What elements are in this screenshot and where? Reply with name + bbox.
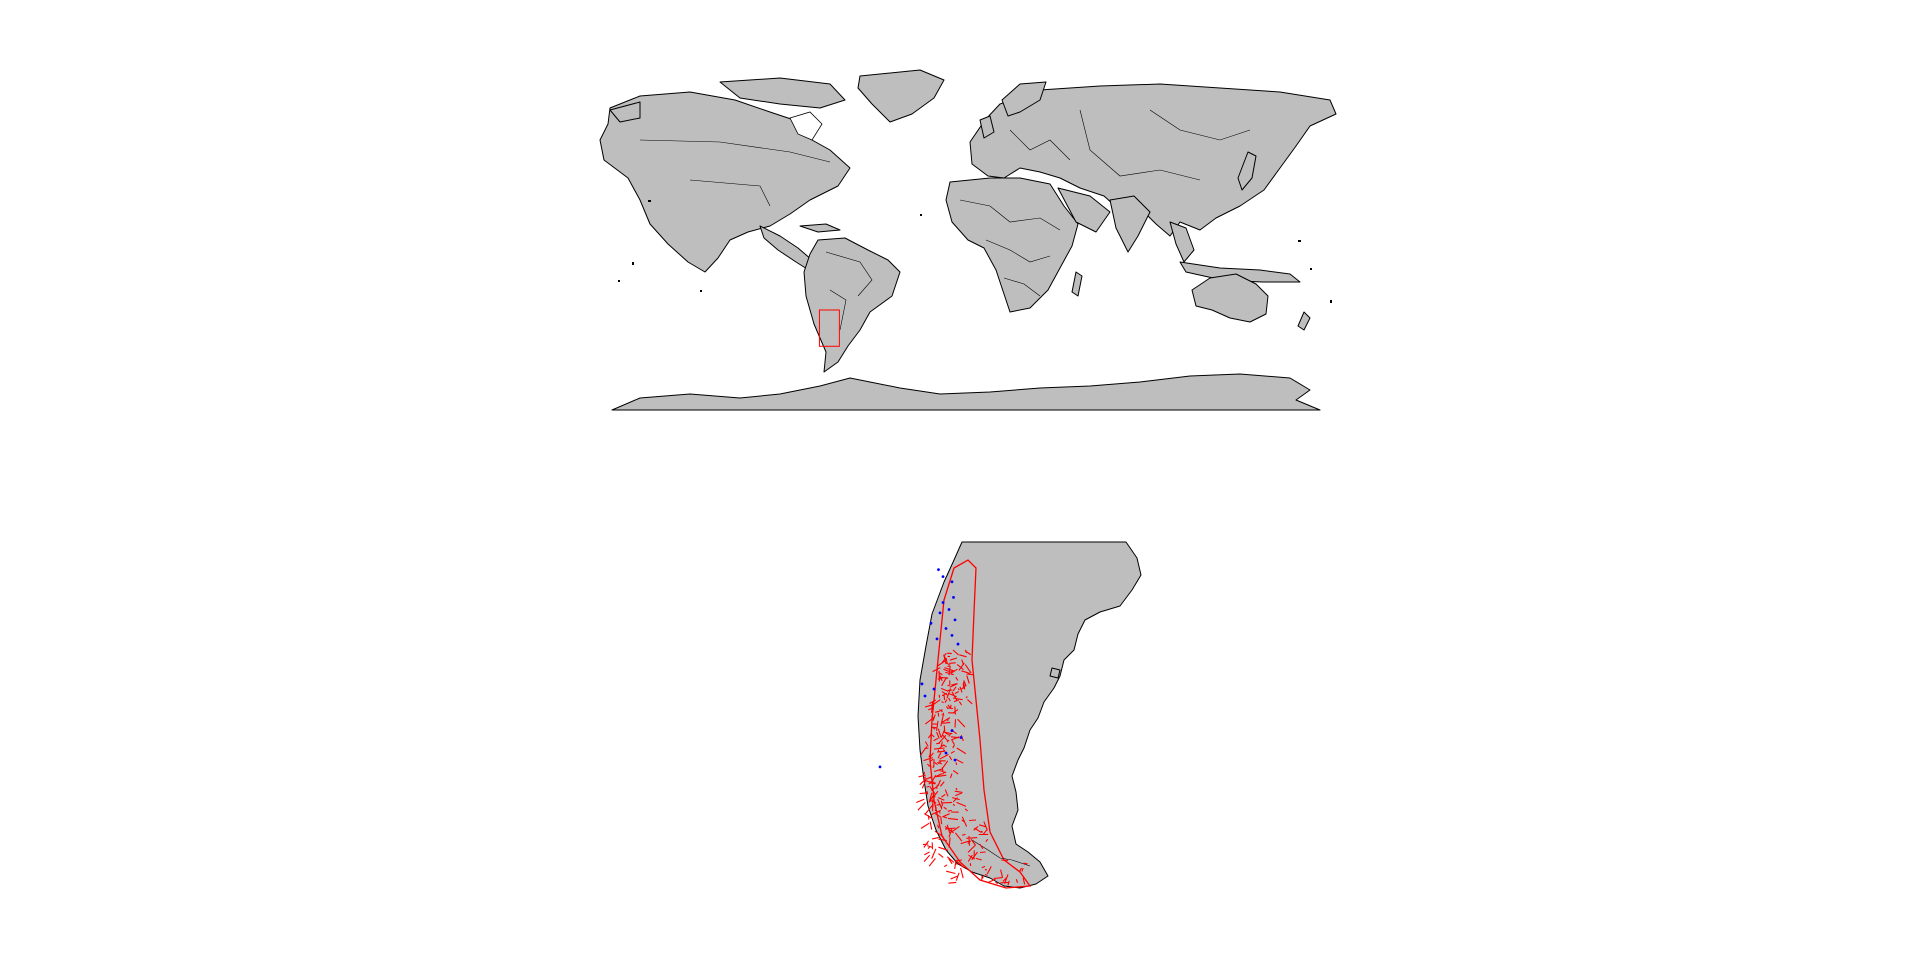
coastline-fragments xyxy=(916,649,1028,886)
australia xyxy=(1191,273,1269,323)
madagascar xyxy=(1071,271,1083,297)
india xyxy=(1109,195,1151,253)
occurrence-point xyxy=(956,642,960,646)
antarctica xyxy=(611,373,1321,411)
occurrence-point xyxy=(878,765,882,769)
japan xyxy=(1237,151,1257,191)
occurrence-point xyxy=(959,736,963,739)
occurrence-point xyxy=(935,637,939,641)
arabia xyxy=(1057,187,1111,233)
southeast-asia xyxy=(1169,221,1195,263)
uk xyxy=(979,115,995,139)
south-america xyxy=(803,237,901,373)
occurrence-point xyxy=(941,601,945,604)
world-land xyxy=(599,69,1337,411)
detail-land-south-america xyxy=(917,541,1142,889)
occurrence-point xyxy=(953,758,957,762)
alaska xyxy=(609,101,641,123)
occurrence-point xyxy=(947,608,951,611)
small-islands xyxy=(618,200,1332,303)
occurrence-point xyxy=(950,634,954,637)
study-area-extent-box xyxy=(818,309,840,347)
occurrence-point xyxy=(932,687,936,691)
occurrence-point xyxy=(952,595,955,599)
occurrence-point xyxy=(929,621,933,625)
occurrence-point xyxy=(920,682,924,686)
species-range-polygon xyxy=(929,559,1032,889)
occurrence-point xyxy=(923,694,927,698)
occurrence-point xyxy=(938,611,942,615)
scandinavia xyxy=(1001,81,1047,117)
occurrence-point xyxy=(953,618,957,622)
occurrence-points xyxy=(878,568,963,769)
eurasia xyxy=(969,83,1337,237)
occurrence-point xyxy=(950,729,954,732)
detail-inner-boundary xyxy=(971,839,1031,867)
coastline-fragment-strokes xyxy=(916,649,1028,886)
north-america xyxy=(599,91,851,273)
occurrence-point xyxy=(944,751,948,755)
detail-falkland-hint xyxy=(1049,667,1061,679)
cuba xyxy=(799,223,841,233)
occurrence-point xyxy=(950,580,954,584)
hudson-bay xyxy=(789,111,823,141)
canadian-arctic xyxy=(719,77,846,109)
greenland xyxy=(857,69,945,123)
occurrence-point xyxy=(941,575,945,578)
indonesia xyxy=(1179,261,1301,283)
occurrence-point xyxy=(944,627,948,630)
occurrence-point xyxy=(937,568,940,572)
new-zealand xyxy=(1297,311,1311,331)
country-borders xyxy=(639,109,1251,331)
africa xyxy=(945,177,1079,313)
